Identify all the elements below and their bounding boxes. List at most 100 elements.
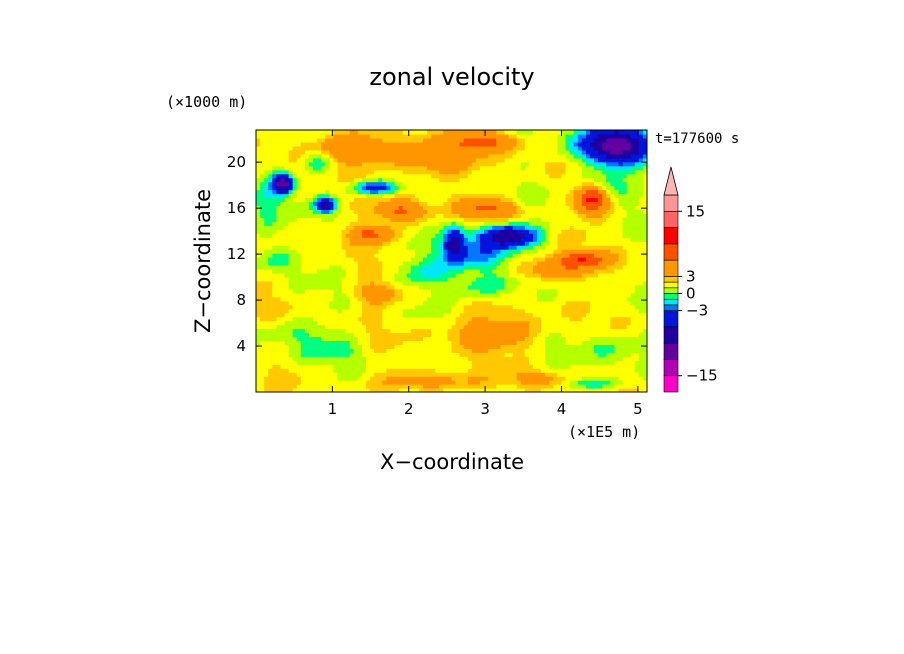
- field-cell: [618, 268, 624, 274]
- field-cell: [256, 336, 261, 341]
- field-cell: [422, 384, 428, 389]
- field-cell: [357, 376, 363, 381]
- field-cell: [365, 292, 371, 298]
- field-cell: [284, 360, 290, 365]
- field-cell: [520, 261, 526, 266]
- field-cell: [585, 304, 591, 310]
- field-cell: [532, 304, 538, 310]
- field-cell: [585, 276, 591, 282]
- field-cell: [439, 241, 444, 246]
- field-cell: [272, 312, 277, 318]
- field-cell: [288, 380, 294, 385]
- field-cell: [528, 300, 534, 306]
- field-cell: [260, 308, 265, 314]
- field-cell: [276, 324, 282, 330]
- field-cell: [406, 356, 412, 361]
- field-cell: [622, 348, 628, 353]
- field-cell: [386, 332, 391, 338]
- field-cell: [447, 376, 453, 381]
- field-cell: [333, 308, 339, 314]
- field-cell: [512, 324, 518, 330]
- field-cell: [589, 217, 595, 222]
- field-cell: [447, 209, 453, 214]
- field-cell: [577, 332, 583, 338]
- field-cell: [276, 205, 282, 210]
- field-cell: [288, 233, 294, 238]
- field-cell: [357, 233, 363, 238]
- field-cell: [553, 320, 558, 326]
- field-cell: [304, 332, 310, 338]
- field-cell: [292, 312, 298, 318]
- field-cell: [447, 344, 453, 349]
- field-cell: [313, 352, 318, 357]
- field-cell: [402, 237, 408, 242]
- field-cell: [365, 288, 371, 294]
- field-cell: [634, 300, 640, 306]
- field-cell: [577, 245, 583, 250]
- field-cell: [516, 276, 522, 282]
- field-cell: [606, 376, 611, 381]
- field-cell: [598, 185, 603, 191]
- field-cell: [272, 372, 277, 377]
- field-cell: [492, 308, 497, 314]
- field-cell: [589, 308, 595, 314]
- field-cell: [398, 328, 404, 334]
- field-cell: [634, 276, 640, 282]
- field-cell: [463, 189, 469, 195]
- field-cell: [431, 276, 436, 282]
- field-cell: [439, 221, 444, 226]
- field-cell: [455, 356, 461, 361]
- field-cell: [492, 336, 497, 341]
- field-cell: [512, 284, 518, 290]
- field-cell: [337, 356, 343, 361]
- field-cell: [378, 213, 383, 218]
- field-cell: [390, 316, 396, 322]
- field-cell: [268, 245, 273, 250]
- field-cell: [317, 364, 322, 369]
- field-cell: [337, 237, 343, 242]
- field-cell: [394, 364, 400, 369]
- field-cell: [577, 336, 583, 341]
- field-cell: [292, 364, 298, 369]
- field-cell: [459, 384, 465, 389]
- field-cell: [537, 332, 542, 338]
- field-cell: [304, 213, 310, 218]
- field-cell: [341, 328, 347, 334]
- field-cell: [365, 284, 371, 290]
- field-cell: [260, 205, 265, 210]
- field-cell: [268, 264, 273, 270]
- field-cell: [435, 189, 440, 195]
- field-cell: [418, 197, 424, 203]
- field-cell: [414, 328, 420, 334]
- field-cell: [565, 233, 571, 238]
- field-cell: [577, 380, 583, 385]
- field-cell: [374, 233, 379, 238]
- field-cell: [471, 300, 477, 306]
- field-cell: [329, 344, 334, 349]
- field-cell: [549, 268, 554, 274]
- time-label: t=177600 s: [655, 131, 739, 147]
- field-cell: [569, 372, 575, 377]
- field-cell: [304, 328, 310, 334]
- field-cell: [382, 241, 387, 246]
- field-cell: [500, 201, 506, 207]
- field-cell: [435, 201, 440, 207]
- field-cell: [406, 229, 412, 234]
- field-cell: [353, 284, 359, 290]
- field-cell: [304, 308, 310, 314]
- field-cell: [557, 213, 563, 218]
- field-cell: [292, 276, 298, 282]
- field-cell: [638, 292, 644, 298]
- field-cell: [341, 388, 347, 392]
- field-cell: [492, 209, 497, 214]
- field-cell: [402, 276, 408, 282]
- field-cell: [329, 268, 334, 274]
- field-cell: [459, 229, 465, 234]
- field-cell: [439, 213, 444, 218]
- field-cell: [349, 360, 355, 365]
- field-cell: [435, 368, 440, 373]
- field-cell: [370, 189, 375, 195]
- field-cell: [585, 384, 591, 389]
- field-cell: [594, 237, 599, 242]
- field-cell: [589, 280, 595, 286]
